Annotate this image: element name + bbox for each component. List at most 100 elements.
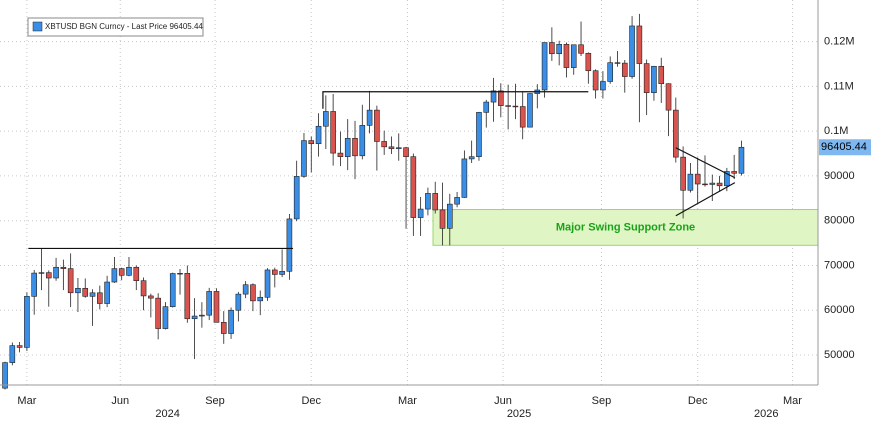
- candle-body: [53, 266, 59, 279]
- candle-body: [352, 138, 358, 157]
- x-tick-label: Mar: [398, 395, 417, 407]
- candle-body: [191, 315, 198, 320]
- candle-body: [206, 291, 212, 316]
- trend-line: [322, 91, 589, 109]
- y-tick-label: 90000: [824, 170, 855, 182]
- support-zone: [432, 209, 819, 246]
- y-tick-label: 80000: [824, 215, 855, 227]
- candle-body: [563, 44, 570, 68]
- candle-body: [184, 273, 191, 320]
- candle-body: [293, 176, 300, 220]
- candle-body: [388, 146, 395, 149]
- candle-body: [425, 193, 431, 210]
- candle-body: [410, 156, 417, 218]
- y-tick-label: 70000: [824, 259, 855, 271]
- candle-body: [242, 284, 249, 295]
- candle-body: [578, 44, 584, 54]
- candle-body: [461, 158, 468, 198]
- candle-body: [527, 93, 533, 128]
- candle-body: [381, 141, 387, 148]
- candle-body: [403, 147, 409, 157]
- candle-body: [476, 112, 482, 157]
- candle-body: [621, 62, 628, 77]
- candle-body: [67, 268, 74, 294]
- candle-body: [228, 309, 234, 334]
- year-label: 2025: [507, 408, 531, 420]
- candle-body: [315, 125, 322, 145]
- candle-body: [16, 345, 23, 348]
- candle-body: [651, 65, 657, 93]
- y-tick-label: 0.12M: [824, 36, 855, 48]
- zone-label: Major Swing Support Zone: [556, 221, 695, 233]
- candle-body: [709, 182, 716, 185]
- candle-body: [359, 125, 366, 157]
- candle-body: [220, 322, 227, 334]
- last-price-label: 96405.44: [821, 141, 867, 153]
- candle-body: [512, 105, 519, 108]
- candle-body: [556, 44, 562, 55]
- candle-body: [636, 25, 643, 64]
- candle-body: [264, 269, 271, 298]
- candle-body: [97, 292, 103, 304]
- year-label: 2024: [155, 408, 179, 420]
- x-tick-label: Jun: [111, 395, 129, 407]
- candle-body: [24, 296, 30, 348]
- candle-body: [585, 52, 592, 72]
- legend-box: [27, 17, 204, 37]
- candle-body: [45, 272, 52, 279]
- candle-body: [133, 266, 140, 281]
- candle-body: [104, 281, 110, 304]
- candle-body: [169, 273, 176, 307]
- candle-body: [272, 269, 278, 275]
- candle-body: [694, 173, 701, 185]
- trend-line: [675, 147, 736, 179]
- candle-body: [731, 171, 737, 174]
- candle-body: [308, 140, 315, 145]
- y-tick-label: 60000: [824, 304, 855, 316]
- candle-body: [483, 101, 490, 113]
- candle-body: [177, 273, 183, 275]
- candle-body: [323, 111, 329, 127]
- candle-body: [140, 280, 147, 297]
- candle-body: [75, 288, 81, 294]
- y-tick-label: 0.11M: [824, 80, 854, 92]
- x-tick-label: Sep: [205, 395, 225, 407]
- candle-body: [658, 65, 665, 85]
- candle-body: [155, 297, 161, 329]
- candle-body: [2, 362, 8, 389]
- last-price-box: [819, 139, 871, 156]
- legend-swatch: [32, 21, 43, 32]
- candle-body: [89, 292, 96, 297]
- trend-line: [675, 182, 736, 217]
- candle-body: [60, 266, 67, 269]
- candle-body: [643, 63, 650, 93]
- candle-body: [148, 295, 154, 299]
- candle-body: [600, 81, 606, 91]
- candle-body: [505, 105, 511, 107]
- candle-body: [330, 111, 336, 154]
- candle-body: [279, 270, 285, 275]
- candle-body: [235, 293, 242, 311]
- candle-body: [395, 147, 402, 149]
- candle-body: [213, 291, 220, 323]
- candle-body: [9, 345, 16, 363]
- candle-body: [337, 152, 344, 157]
- candle-body: [716, 182, 723, 187]
- candle-body: [82, 288, 89, 297]
- x-tick-label: Jun: [494, 395, 512, 407]
- candle-body: [614, 62, 621, 64]
- candle-body: [498, 90, 504, 106]
- x-tick-label: Sep: [592, 395, 612, 407]
- candle-body: [607, 62, 614, 82]
- legend-text: XBTUSD BGN Curncy - Last Price 96405.44: [45, 22, 203, 31]
- candle-body: [665, 83, 672, 111]
- x-tick-label: Mar: [783, 395, 802, 407]
- candle-body: [673, 109, 679, 158]
- candle-body: [680, 156, 686, 191]
- candle-body: [490, 90, 497, 103]
- candle-body: [374, 109, 380, 142]
- candle-body: [439, 209, 446, 229]
- candle-body: [432, 193, 439, 211]
- candle-body: [519, 106, 526, 128]
